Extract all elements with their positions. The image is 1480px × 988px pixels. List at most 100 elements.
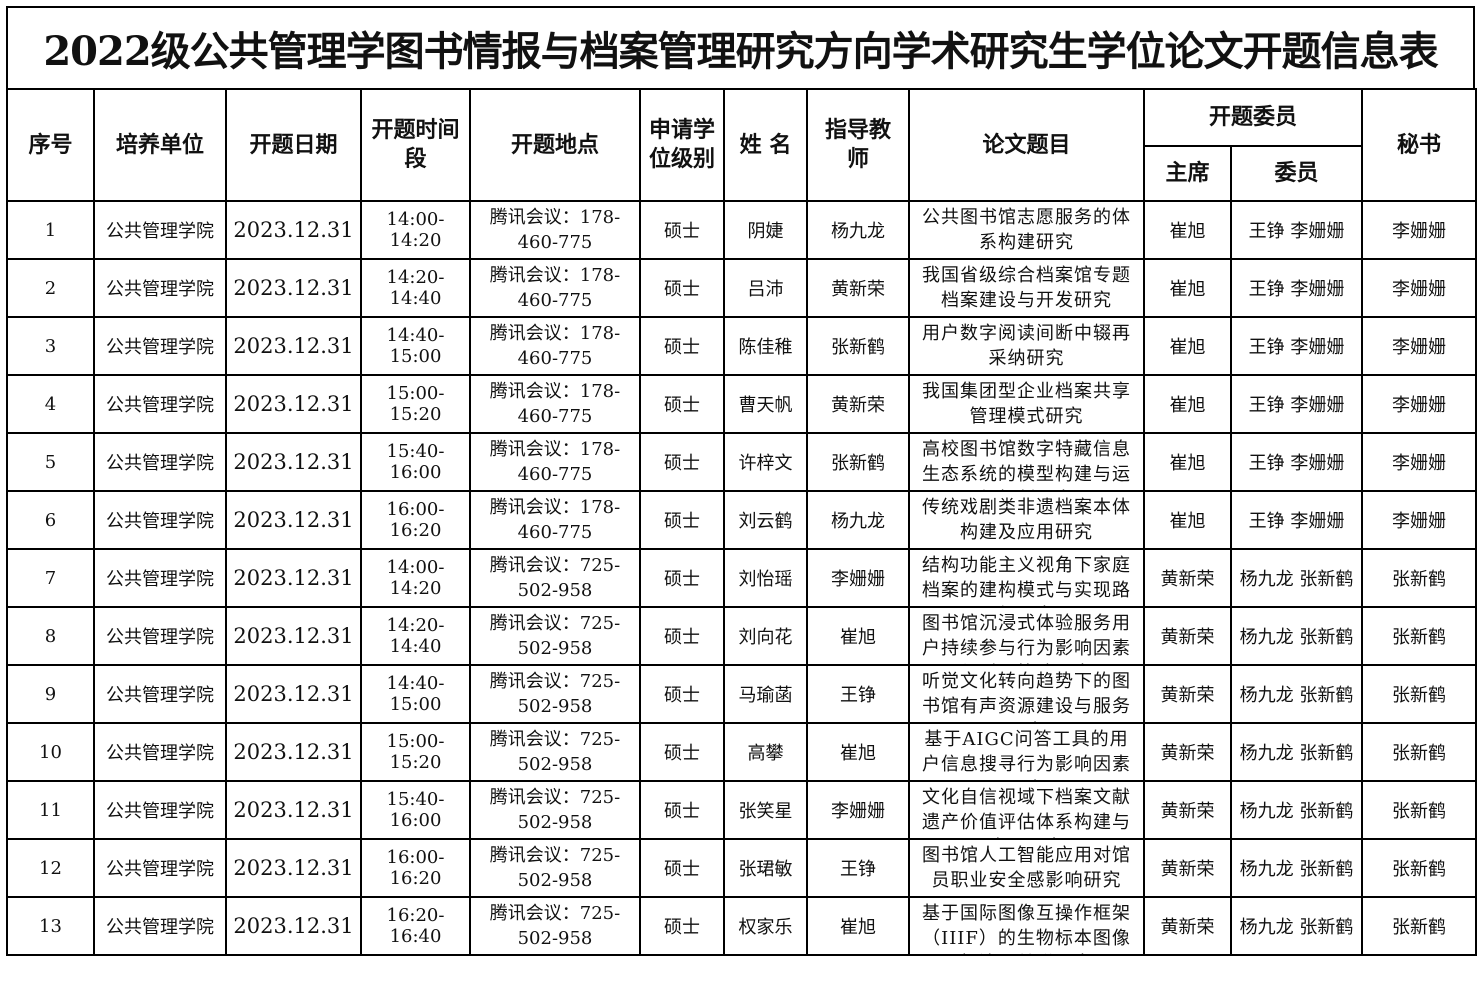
degree-level: 硕士: [664, 453, 700, 474]
row-number: 5: [44, 451, 57, 473]
advisor-name-cell: 崔旭: [806, 896, 910, 956]
training-unit-cell: 公共管理学院: [93, 200, 227, 260]
meeting-location-cell: 腾讯会议：725-502-958: [469, 548, 641, 608]
training-unit-cell: 公共管理学院: [93, 258, 227, 318]
thesis-proposal-table: 序号 培养单位 开题日期 开题时间段 开题地点 申请学位级别 姓 名 指导教师 …: [6, 88, 1478, 956]
committee-members-cell: 王铮 李姗姗: [1229, 432, 1364, 492]
table-row: 7 公共管理学院 2023.12.31 14:00-14:20 腾讯会议：725-502…: [6, 548, 1478, 608]
committee-members: 王铮 李姗姗: [1248, 453, 1345, 474]
defense-date: 2023.12.31: [233, 218, 354, 242]
committee-chair: 黄新荣: [1160, 743, 1215, 764]
document-title-bar: 2022级公共管理学图书情报与档案管理研究方向学术研究生学位论文开题信息表: [6, 6, 1475, 88]
advisor-name: 杨九龙: [831, 511, 885, 532]
row-number-cell: 6: [6, 490, 95, 550]
row-number: 9: [44, 683, 57, 705]
advisor-name-cell: 李姗姗: [806, 780, 910, 840]
training-unit: 公共管理学院: [106, 685, 214, 706]
row-number: 2: [44, 277, 57, 299]
thesis-topic: 我国集团型企业档案共享管理模式研究: [922, 381, 1131, 427]
meeting-location-cell: 腾讯会议：178-460-775: [469, 200, 641, 260]
defense-date: 2023.12.31: [233, 392, 354, 416]
defense-date-cell: 2023.12.31: [225, 664, 362, 724]
defense-date-cell: 2023.12.31: [225, 490, 362, 550]
committee-members-cell: 杨九龙 张新鹤: [1229, 780, 1364, 840]
committee-members-cell: 杨九龙 张新鹤: [1229, 548, 1364, 608]
row-number: 8: [44, 625, 57, 647]
row-number: 6: [44, 509, 57, 531]
thesis-topic: 结构功能主义视角下家庭档案的建构模式与实现路径研究: [922, 555, 1131, 601]
secretary-name-cell: 李姗姗: [1361, 374, 1478, 434]
degree-level: 硕士: [664, 627, 700, 648]
defense-date: 2023.12.31: [233, 856, 354, 880]
row-number-cell: 9: [6, 664, 95, 724]
time-slot: 14:00-14:20: [386, 209, 445, 251]
student-name-cell: 刘怡瑶: [723, 548, 808, 608]
meeting-location: 腾讯会议：725-502-958: [489, 729, 621, 775]
committee-chair-cell: 崔旭: [1143, 200, 1232, 260]
time-slot: 14:00-14:20: [386, 557, 445, 599]
committee-chair: 崔旭: [1169, 511, 1206, 532]
committee-chair-cell: 黄新荣: [1143, 838, 1232, 898]
secretary-name: 李姗姗: [1392, 337, 1447, 358]
advisor-name-cell: 王铮: [806, 664, 910, 724]
row-number-cell: 4: [6, 374, 95, 434]
advisor-name: 李姗姗: [831, 801, 885, 822]
committee-chair-cell: 黄新荣: [1143, 548, 1232, 608]
row-number: 3: [44, 335, 57, 357]
training-unit: 公共管理学院: [106, 801, 214, 822]
degree-level: 硕士: [664, 685, 700, 706]
student-name: 刘云鹤: [738, 511, 793, 532]
training-unit-cell: 公共管理学院: [93, 722, 227, 782]
header-degree: 申请学位级别: [639, 88, 725, 202]
row-number: 1: [44, 219, 57, 241]
thesis-topic-cell: 公共图书馆志愿服务的体系构建研究: [908, 200, 1145, 260]
table-row: 8 公共管理学院 2023.12.31 14:20-14:40 腾讯会议：725-502…: [6, 606, 1478, 666]
time-slot: 16:00-16:20: [386, 847, 445, 889]
advisor-name: 张新鹤: [831, 453, 885, 474]
advisor-name: 崔旭: [840, 743, 876, 764]
meeting-location-cell: 腾讯会议：725-502-958: [469, 896, 641, 956]
defense-date-cell: 2023.12.31: [225, 316, 362, 376]
table-row: 1 公共管理学院 2023.12.31 14:00-14:20 腾讯会议：178-460…: [6, 200, 1478, 260]
secretary-name: 张新鹤: [1392, 627, 1447, 648]
training-unit: 公共管理学院: [106, 337, 214, 358]
training-unit-cell: 公共管理学院: [93, 432, 227, 492]
training-unit: 公共管理学院: [106, 395, 214, 416]
secretary-name: 张新鹤: [1392, 569, 1447, 590]
committee-chair-cell: 黄新荣: [1143, 664, 1232, 724]
student-name: 张笑星: [738, 801, 793, 822]
document: 2022级公共管理学图书情报与档案管理研究方向学术研究生学位论文开题信息表 序号…: [6, 6, 1478, 956]
thesis-topic-cell: 图书馆沉浸式体验服务用户持续参与行为影响因素与引导策略研究: [908, 606, 1145, 666]
thesis-topic: 公共图书馆志愿服务的体系构建研究: [922, 207, 1131, 253]
degree-level: 硕士: [664, 743, 700, 764]
header-secretary: 秘书: [1361, 88, 1478, 202]
time-slot: 14:40-15:00: [386, 673, 445, 715]
committee-chair: 黄新荣: [1160, 801, 1215, 822]
committee-members: 王铮 李姗姗: [1248, 279, 1345, 300]
time-slot-cell: 15:00-15:20: [360, 374, 471, 434]
secretary-name: 张新鹤: [1392, 685, 1447, 706]
secretary-name-cell: 李姗姗: [1361, 316, 1478, 376]
secretary-name: 李姗姗: [1392, 221, 1447, 242]
committee-members-cell: 王铮 李姗姗: [1229, 316, 1364, 376]
secretary-name: 李姗姗: [1392, 511, 1447, 532]
secretary-name-cell: 张新鹤: [1361, 664, 1478, 724]
committee-chair-cell: 崔旭: [1143, 258, 1232, 318]
thesis-topic: 文化自信视域下档案文献遗产价值评估体系构建与应用研究: [922, 787, 1131, 833]
time-slot-cell: 14:00-14:20: [360, 548, 471, 608]
committee-members: 杨九龙 张新鹤: [1239, 801, 1354, 822]
defense-date: 2023.12.31: [233, 334, 354, 358]
committee-chair: 黄新荣: [1160, 569, 1215, 590]
committee-members-cell: 杨九龙 张新鹤: [1229, 838, 1364, 898]
advisor-name: 王铮: [840, 685, 876, 706]
student-name-cell: 高攀: [723, 722, 808, 782]
committee-members: 王铮 李姗姗: [1248, 511, 1345, 532]
degree-level-cell: 硕士: [639, 838, 725, 898]
header-place: 开题地点: [469, 88, 641, 202]
meeting-location: 腾讯会议：725-502-958: [489, 555, 621, 601]
advisor-name-cell: 黄新荣: [806, 258, 910, 318]
meeting-location-cell: 腾讯会议：178-460-775: [469, 432, 641, 492]
committee-members: 杨九龙 张新鹤: [1239, 917, 1354, 938]
training-unit-cell: 公共管理学院: [93, 606, 227, 666]
defense-date-cell: 2023.12.31: [225, 374, 362, 434]
